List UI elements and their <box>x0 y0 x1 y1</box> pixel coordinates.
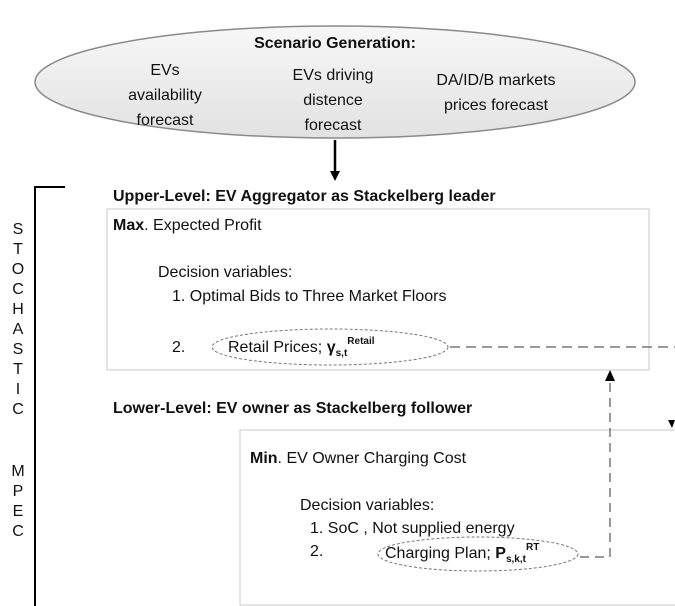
charging-ellipse <box>377 536 579 572</box>
arrow-head <box>668 420 675 428</box>
scenario-item: forecast <box>137 112 194 129</box>
side-letter: O <box>12 261 24 278</box>
lower-heading: Lower-Level: EV owner as Stackelberg fol… <box>113 400 472 417</box>
scenario-item: DA/ID/B markets <box>436 72 555 89</box>
bracket <box>34 186 65 606</box>
scenario-item: forecast <box>305 117 362 134</box>
lower-item1: 1. SoC , Not supplied energy <box>310 520 515 537</box>
side-letter: C <box>12 523 24 540</box>
side-letter: S <box>13 341 24 358</box>
side-letter: C <box>12 281 24 298</box>
scenario-item: availability <box>128 87 202 104</box>
side-letter: T <box>13 361 23 378</box>
scenario-item: EVs <box>150 62 179 79</box>
side-letter: I <box>16 381 20 398</box>
lower-item2-num: 2. <box>310 543 323 560</box>
scenario-ellipse <box>34 25 636 139</box>
upper-box <box>106 208 650 371</box>
scenario-item: prices forecast <box>444 97 549 114</box>
upper-decision-title: Decision variables: <box>158 264 292 281</box>
side-letter: A <box>13 321 24 338</box>
lower-decision-title: Decision variables: <box>300 497 434 514</box>
lower-objective: Min. EV Owner Charging Cost <box>250 450 467 467</box>
scenario-title: Scenario Generation: <box>254 35 416 52</box>
side-letter: S <box>13 221 24 238</box>
arrow-head <box>605 370 615 381</box>
upper-heading: Upper-Level: EV Aggregator as Stackelber… <box>113 188 496 205</box>
lower-item2: Charging Plan; Ps,k,tRT <box>385 542 539 565</box>
scenario-item: distence <box>303 92 363 109</box>
upper-objective: Max. Expected Profit <box>113 217 262 234</box>
upper-item2: Retail Prices; γs,tRetail <box>228 336 375 359</box>
lower-box <box>239 429 675 606</box>
side-letter: P <box>13 483 24 500</box>
upper-item2-num: 2. <box>172 339 185 356</box>
upper-item1: 1. Optimal Bids to Three Market Floors <box>172 288 446 305</box>
side-letter: T <box>13 241 23 258</box>
side-letter: H <box>12 301 24 318</box>
retail-ellipse <box>211 328 449 366</box>
side-letter: E <box>13 503 24 520</box>
side-letter: C <box>12 401 24 418</box>
side-letter: M <box>11 463 24 480</box>
scenario-item: EVs driving <box>293 67 374 84</box>
dashed-link <box>580 380 611 558</box>
